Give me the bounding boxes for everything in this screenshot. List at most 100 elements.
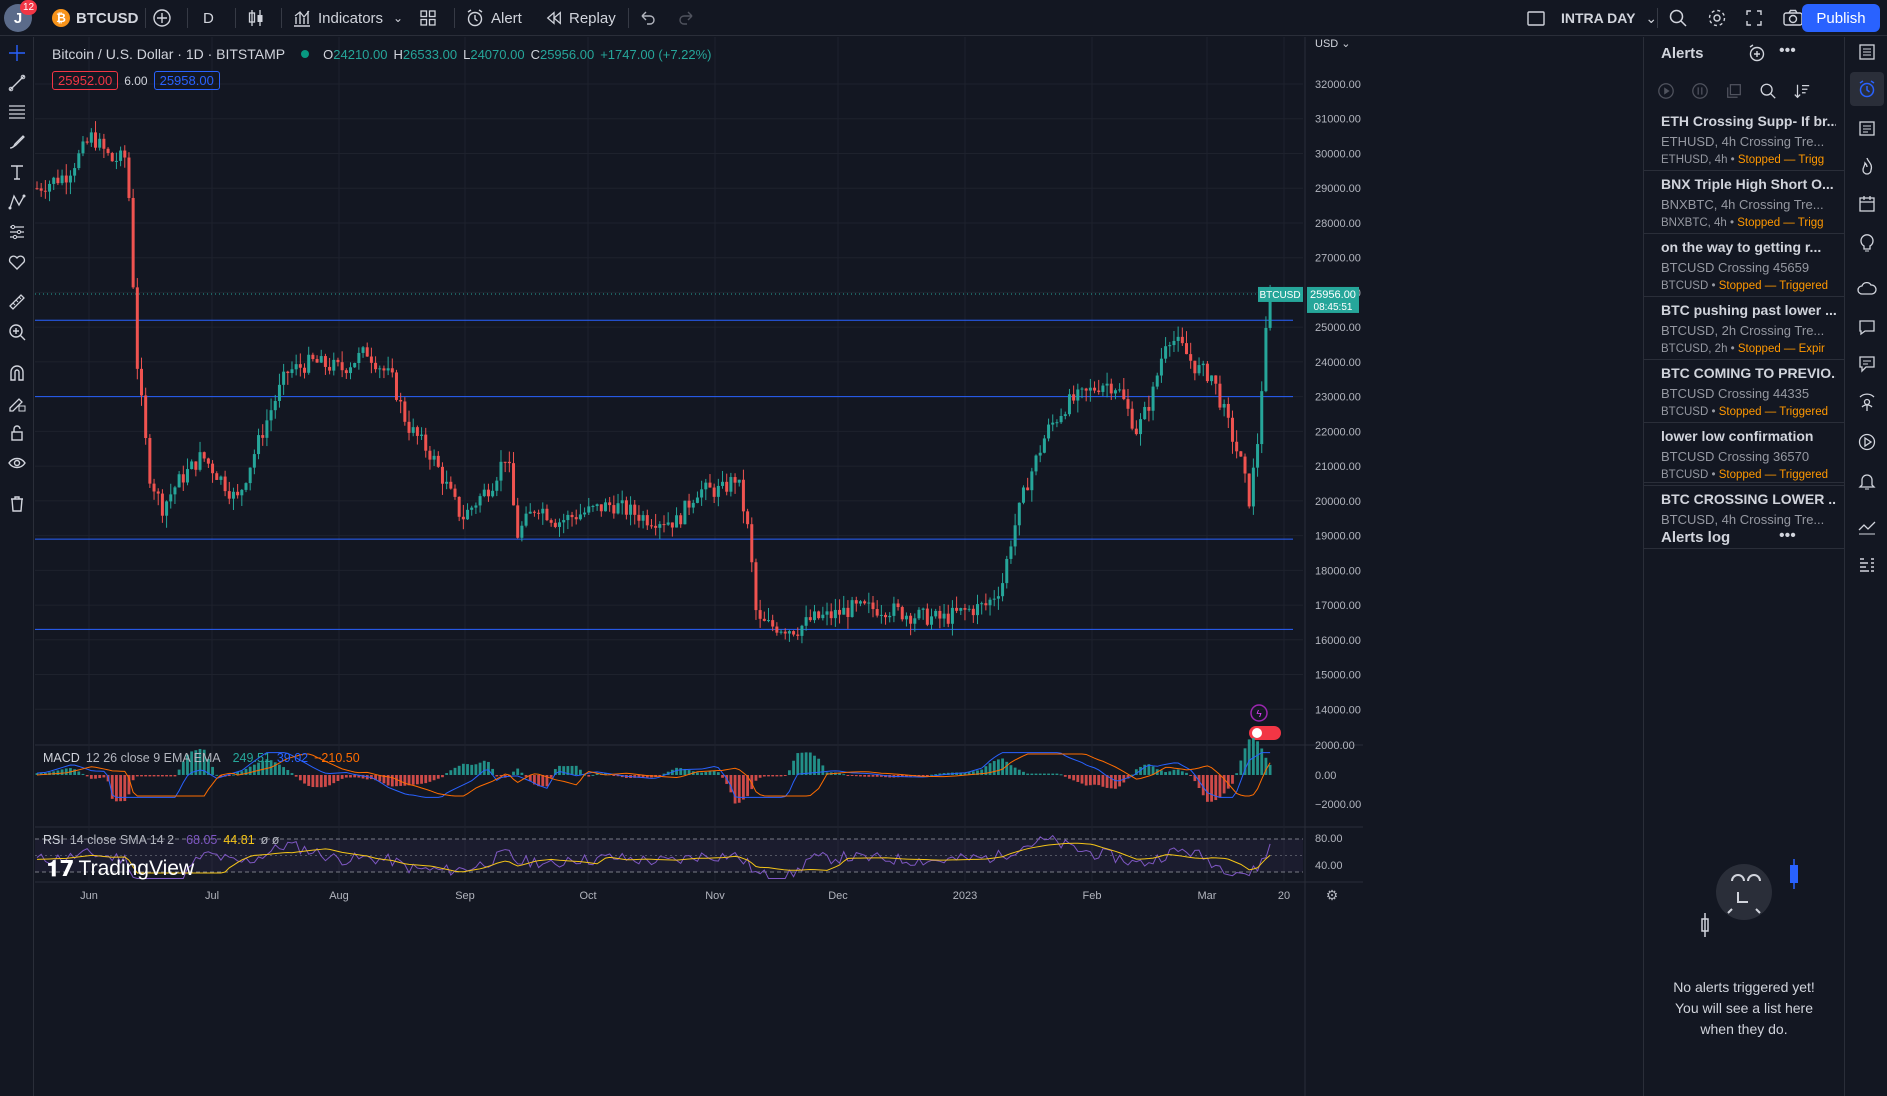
- candle-body: [407, 421, 411, 433]
- layout-name-button[interactable]: INTRA DAY ⌄: [1561, 0, 1657, 36]
- chat-button[interactable]: [1854, 314, 1880, 340]
- rsi-label[interactable]: RSI: [43, 833, 64, 847]
- chart-settings-gear-icon: ⚙: [1326, 887, 1339, 903]
- snapshot-button[interactable]: [1782, 0, 1804, 36]
- zoom-tool[interactable]: [4, 319, 30, 345]
- pause-circle-icon[interactable]: [1691, 82, 1709, 100]
- publish-button[interactable]: Publish: [1802, 4, 1880, 32]
- fullscreen-button[interactable]: [1744, 0, 1764, 36]
- indicator-templates-dropdown[interactable]: ⌄: [393, 0, 403, 36]
- favorites-tool[interactable]: [4, 249, 30, 275]
- forecast-tool[interactable]: [4, 219, 30, 245]
- macd-histogram-bar: [687, 770, 691, 775]
- layouts-button[interactable]: [418, 0, 438, 36]
- candle-body: [361, 347, 365, 353]
- search-icon[interactable]: [1759, 82, 1777, 100]
- notifications-button[interactable]: [1854, 468, 1880, 494]
- macd-histogram-bar: [788, 770, 791, 775]
- alert-item[interactable]: BTC pushing past lower ... BTCUSD, 2h Cro…: [1644, 297, 1844, 360]
- alert-item[interactable]: BNX Triple High Short O... BNXBTC, 4h Cro…: [1644, 171, 1844, 234]
- forecast-icon: [10, 224, 24, 240]
- alert-item[interactable]: BTC CROSSING LOWER ... BTCUSD, 4h Crossin…: [1644, 486, 1844, 549]
- trash-tool[interactable]: [4, 491, 30, 517]
- play-circle-icon[interactable]: [1657, 82, 1675, 100]
- copy-icon[interactable]: [1725, 82, 1743, 100]
- candle-body: [1222, 403, 1226, 408]
- text-tool[interactable]: [4, 159, 30, 185]
- replay-button[interactable]: [1854, 429, 1880, 455]
- ruler-tool[interactable]: [4, 289, 30, 315]
- fib-tool[interactable]: [4, 99, 30, 125]
- alert-item[interactable]: on the way to getting r... BTCUSD Crossin…: [1644, 234, 1844, 297]
- compare-symbol-button[interactable]: [152, 0, 172, 36]
- chart-type-button[interactable]: [246, 0, 266, 36]
- magnet-tool[interactable]: [4, 360, 30, 386]
- trading-panel-button[interactable]: [1854, 514, 1880, 540]
- crosshair-tool[interactable]: [4, 40, 30, 66]
- macd-histogram-bar: [77, 771, 81, 775]
- alerts-panel: Alerts ••• ETH Crossing Supp- If br... ET…: [1643, 37, 1845, 1096]
- settings-button[interactable]: [1707, 0, 1727, 36]
- candle-body: [81, 141, 85, 154]
- macd-histogram-bar: [1097, 775, 1101, 786]
- macd-histogram-bar: [1256, 741, 1259, 775]
- sort-icon[interactable]: [1793, 82, 1811, 100]
- time-tick-label: Aug: [329, 890, 349, 902]
- price-tick-label: 27000.00: [1315, 253, 1361, 265]
- interval-button[interactable]: D: [203, 9, 214, 27]
- symbol-search-button[interactable]: ₿ BTCUSD: [52, 0, 139, 36]
- eye-tool[interactable]: [4, 450, 30, 476]
- candle-body: [1239, 451, 1243, 457]
- lock-tool[interactable]: [4, 420, 30, 446]
- candle-body: [892, 603, 896, 616]
- sell-price-button[interactable]: 25952.00: [52, 71, 119, 90]
- alerts-more-button[interactable]: •••: [1779, 42, 1796, 59]
- macd-histogram-bar: [988, 763, 992, 775]
- pattern-tool[interactable]: [4, 189, 30, 215]
- buy-price-button[interactable]: 25958.00: [153, 71, 220, 90]
- alert-button[interactable]: Alert: [465, 0, 522, 36]
- indicators-button[interactable]: Indicators: [292, 0, 383, 36]
- dom-button[interactable]: [1854, 552, 1880, 578]
- candle-body: [683, 500, 687, 525]
- undo-button[interactable]: [638, 0, 658, 36]
- ideas-button[interactable]: [1854, 229, 1880, 255]
- macd-label[interactable]: MACD: [43, 751, 80, 765]
- legend-title[interactable]: Bitcoin / U.S. Dollar · 1D · BITSTAMP: [52, 46, 286, 62]
- hotlist-button[interactable]: [1854, 153, 1880, 179]
- data-window-button[interactable]: [1854, 115, 1880, 141]
- lock-drawing-tool[interactable]: [4, 390, 30, 416]
- messages-button[interactable]: [1854, 351, 1880, 377]
- candle-body: [1055, 422, 1059, 424]
- watchlist-button[interactable]: [1854, 39, 1880, 65]
- candle-body: [641, 515, 645, 521]
- replay-button[interactable]: Replay: [545, 0, 616, 36]
- macd-histogram-bar: [821, 765, 825, 775]
- layout-toggle-button[interactable]: [1526, 0, 1546, 36]
- candle-body: [43, 190, 47, 192]
- trend-line-tool[interactable]: [4, 70, 30, 96]
- redo-button[interactable]: [676, 0, 696, 36]
- fib-icon: [9, 105, 25, 119]
- create-alert-button[interactable]: [1747, 43, 1767, 68]
- streams-button[interactable]: [1854, 277, 1880, 303]
- alerts-log-more-button[interactable]: •••: [1779, 527, 1796, 544]
- candle-body: [198, 452, 202, 470]
- alert-item[interactable]: BTC COMING TO PREVIO... BTCUSD Crossing 4…: [1644, 360, 1844, 423]
- ohlc-close: C25956.00: [530, 46, 595, 62]
- broadcast-icon: [1859, 393, 1875, 411]
- calendar-button[interactable]: [1854, 191, 1880, 217]
- chart-area[interactable]: USD ⌄ 32000.00 31000.00 30000.00 29000.00 280…: [35, 37, 1642, 1096]
- alert-condition: BTCUSD Crossing 45659: [1661, 260, 1810, 275]
- alert-item[interactable]: lower low confirmation BTCUSD Crossing 36…: [1644, 423, 1844, 486]
- macd-histogram-bar: [1076, 775, 1080, 782]
- brush-tool[interactable]: [4, 129, 30, 155]
- macd-histogram-bar: [244, 768, 248, 775]
- broadcast-button[interactable]: [1854, 390, 1880, 416]
- ohlc-high: H26533.00: [393, 46, 458, 62]
- chart-canvas[interactable]: USD ⌄ 32000.00 31000.00 30000.00 29000.00 280…: [35, 37, 1642, 1096]
- alerts-button[interactable]: [1850, 72, 1884, 106]
- search-button[interactable]: [1668, 0, 1688, 36]
- alert-item[interactable]: ETH Crossing Supp- If br... ETHUSD, 4h Cr…: [1644, 108, 1844, 171]
- macd-histogram-bar: [119, 775, 122, 802]
